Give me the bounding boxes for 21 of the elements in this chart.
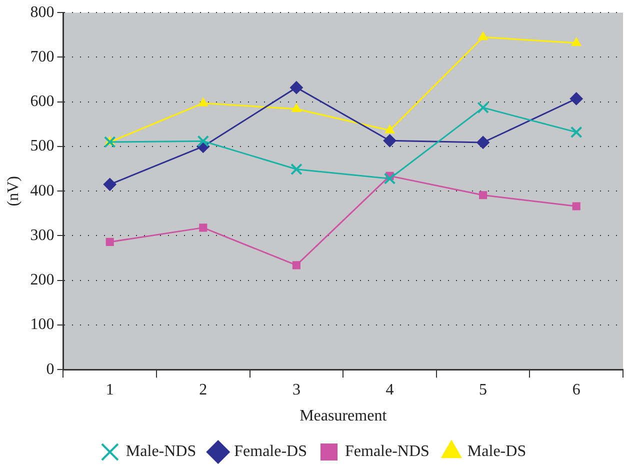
x-tick-label: 2: [199, 381, 208, 398]
x-tick-label: 6: [572, 381, 580, 398]
y-tick-label: 800: [30, 4, 54, 21]
y-tick-label: 600: [30, 93, 54, 110]
x-tick-label: 3: [292, 381, 300, 398]
x-tick-label: 5: [479, 381, 488, 398]
y-tick-label: 400: [30, 182, 54, 200]
x-tick-label: 4: [386, 381, 394, 398]
legend-label: Female-DS: [234, 443, 307, 460]
y-tick-label: 100: [30, 316, 54, 334]
y-tick-label: 200: [30, 272, 54, 289]
x-tick-label: 1: [106, 381, 114, 398]
legend-label: Female-NDS: [345, 443, 430, 460]
legend-label: Male-NDS: [126, 443, 196, 460]
y-tick-label: 300: [30, 226, 54, 244]
x-axis-title: Measurement: [300, 408, 388, 425]
y-axis-title: (nV): [4, 176, 22, 206]
y-tick-label: 700: [30, 48, 54, 66]
y-tick-label: 0: [46, 360, 54, 378]
legend-label: Male-DS: [467, 443, 526, 460]
y-tick-label: 500: [30, 138, 54, 155]
